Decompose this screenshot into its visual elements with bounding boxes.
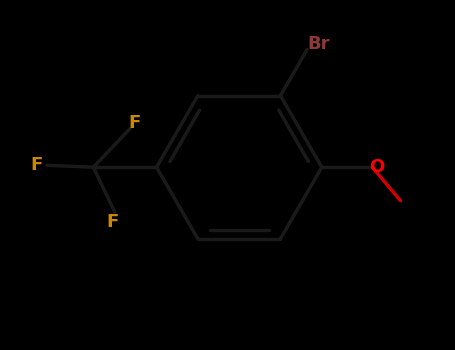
Text: Br: Br: [308, 35, 330, 52]
Text: F: F: [106, 213, 119, 231]
Text: F: F: [128, 113, 140, 132]
Text: O: O: [369, 158, 384, 176]
Text: F: F: [31, 156, 43, 174]
